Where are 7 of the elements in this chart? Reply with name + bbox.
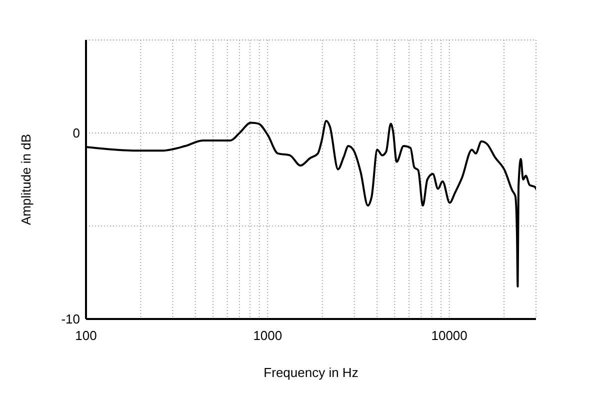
y-tick-label: 0 [72, 126, 80, 141]
x-tick-label: 1000 [253, 328, 282, 344]
x-tick-label: 10000 [431, 328, 468, 344]
x-tick-label: 100 [75, 328, 97, 344]
y-tick-label: -10 [61, 312, 80, 327]
x-axis-title: Frequency in Hz [264, 365, 358, 380]
y-axis-title: Amplitude in dB [18, 134, 34, 226]
